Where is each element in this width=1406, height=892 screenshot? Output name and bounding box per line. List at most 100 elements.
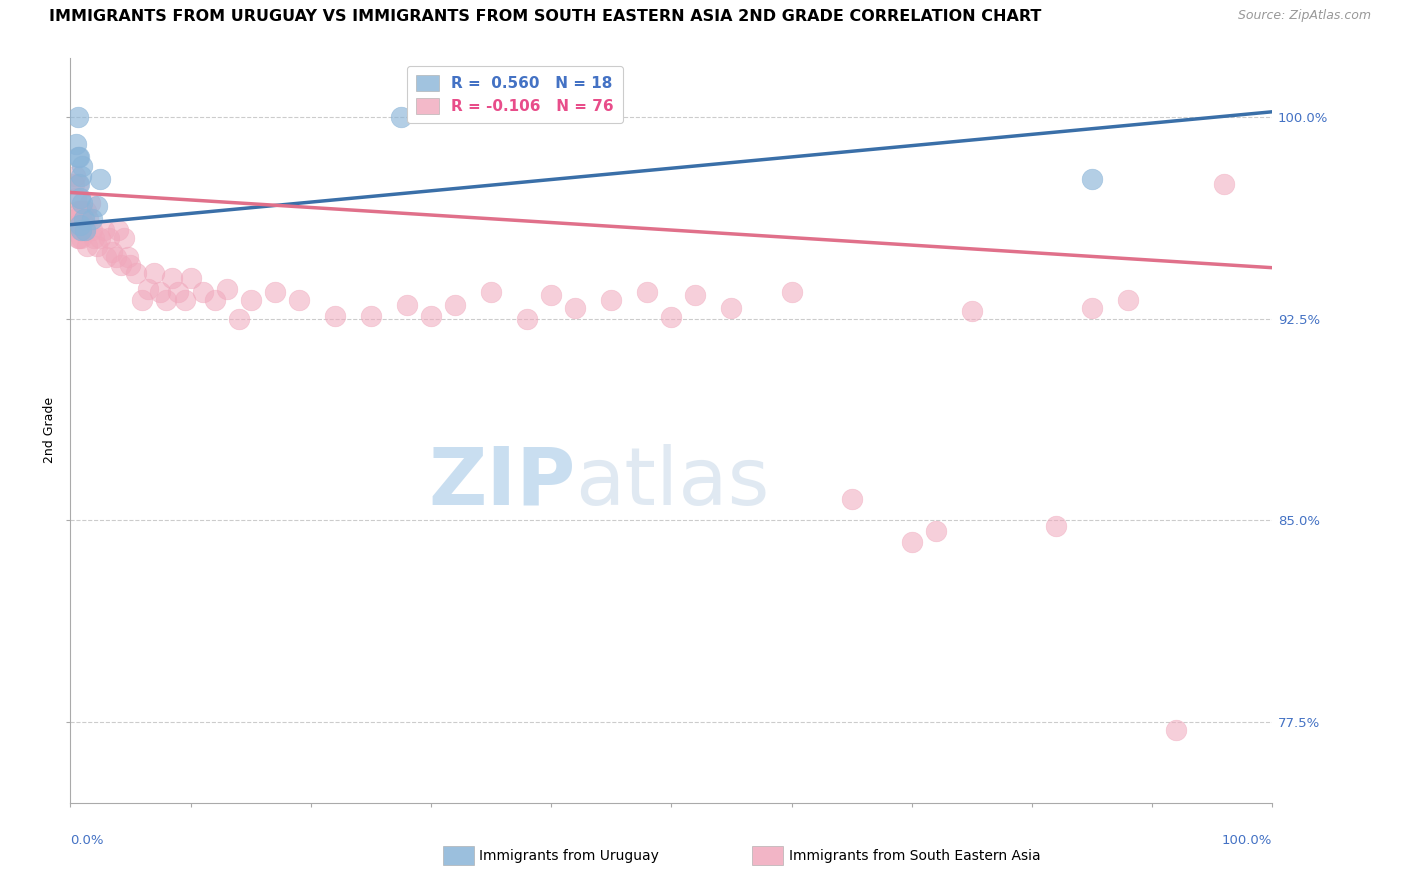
Point [96,250,118,264]
Point [67,218,90,232]
Point [636,285,658,299]
Point [239,293,262,307]
Point [360,309,382,323]
Point [73,218,96,232]
Point [263,285,285,299]
Point [155,293,177,307]
Point [65,136,87,151]
Point [167,285,190,299]
Point [287,293,309,307]
Text: IMMIGRANTS FROM URUGUAY VS IMMIGRANTS FROM SOUTH EASTERN ASIA 2ND GRADE CORRELAT: IMMIGRANTS FROM URUGUAY VS IMMIGRANTS FR… [49,9,1042,24]
Point [901,535,924,549]
Point [841,491,863,506]
Text: 100.0%: 100.0% [1222,834,1272,847]
Point [600,293,623,307]
Point [69,204,91,219]
Point [204,293,226,307]
Point [685,287,707,301]
Point [720,301,742,315]
Point [86,199,108,213]
Point [67,151,90,165]
Point [67,231,90,245]
Point [101,244,124,259]
Point [80,212,103,227]
Point [70,218,93,232]
Point [149,285,172,299]
Point [65,191,87,205]
Point [120,258,142,272]
Point [77,212,100,227]
Point [66,178,89,192]
Point [67,178,90,192]
Y-axis label: 2nd Grade: 2nd Grade [42,397,56,464]
Point [93,223,115,237]
Point [228,311,250,326]
Point [69,223,91,237]
Point [69,218,91,232]
Text: ZIP: ZIP [427,443,575,522]
Point [63,169,86,184]
Point [66,204,89,219]
Text: 0.0%: 0.0% [70,834,104,847]
Point [73,223,96,237]
Point [516,311,538,326]
Point [66,110,89,124]
Point [97,231,120,245]
Point [131,293,153,307]
Point [63,212,86,227]
Point [107,223,129,237]
Point [143,266,166,280]
Point [75,204,97,219]
Point [479,285,502,299]
Point [1081,301,1104,315]
Point [86,239,108,253]
Point [420,309,443,323]
Point [89,231,111,245]
Point [191,285,214,299]
Point [112,231,135,245]
Point [180,271,202,285]
Point [138,282,160,296]
Point [444,298,467,312]
Point [69,191,91,205]
Point [70,169,93,184]
Point [1166,723,1188,738]
Text: Immigrants from South Eastern Asia: Immigrants from South Eastern Asia [789,849,1040,863]
Point [173,293,195,307]
Point [104,250,127,264]
Point [72,204,94,219]
Point [110,258,132,272]
Point [80,223,103,237]
Point [72,159,94,173]
Point [79,196,101,211]
Point [89,172,111,186]
Point [1045,519,1067,533]
Point [1081,172,1104,186]
Point [72,212,94,227]
Point [63,178,86,192]
Point [66,231,89,245]
Point [117,250,139,264]
Point [83,231,105,245]
Point [66,151,89,165]
Point [65,218,87,232]
Point [125,266,148,280]
Text: atlas: atlas [575,443,769,522]
Point [162,271,184,285]
Point [960,303,983,318]
Point [76,239,98,253]
Point [1213,178,1236,192]
Point [215,282,238,296]
Point [70,231,93,245]
Point [780,285,803,299]
Point [323,309,346,323]
Point [564,301,586,315]
Text: Immigrants from Uruguay: Immigrants from Uruguay [479,849,659,863]
Point [1116,293,1139,307]
Legend: R =  0.560   N = 18, R = -0.106   N = 76: R = 0.560 N = 18, R = -0.106 N = 76 [408,66,623,123]
Point [395,298,418,312]
Point [925,524,948,539]
Point [72,196,94,211]
Point [389,110,412,124]
Point [540,287,562,301]
